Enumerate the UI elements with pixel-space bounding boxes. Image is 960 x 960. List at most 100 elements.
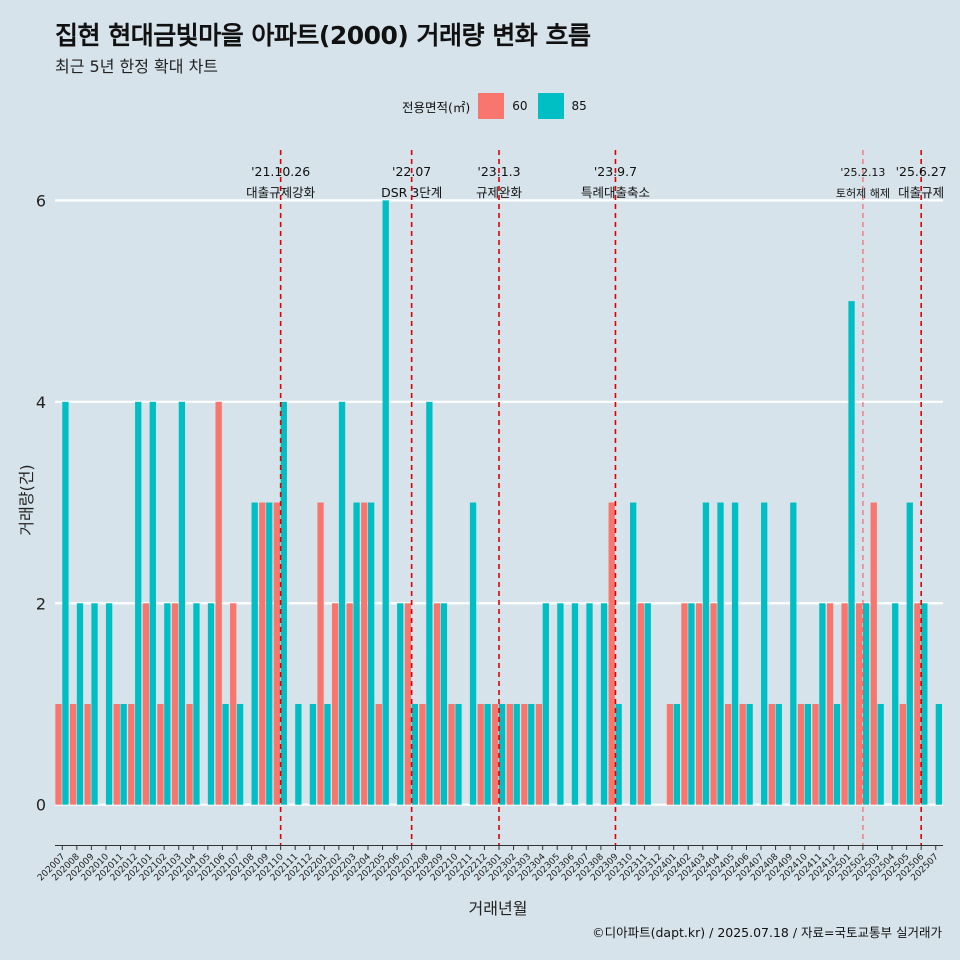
bar-202104-60 bbox=[186, 703, 193, 805]
bar-202011-85 bbox=[120, 703, 127, 805]
event-date-202309: '23.9.7 bbox=[594, 164, 637, 179]
bar-202403-85 bbox=[702, 502, 710, 805]
bar-202305-85 bbox=[557, 603, 564, 805]
bar-202306-85 bbox=[571, 603, 579, 805]
bar-202303-60 bbox=[521, 703, 528, 805]
bar-202209-85 bbox=[440, 603, 448, 805]
bar-202201-60 bbox=[317, 502, 324, 805]
bar-202204-85 bbox=[367, 502, 375, 805]
event-date-202301: '23.1.3 bbox=[477, 164, 520, 179]
legend-swatch-85 bbox=[537, 93, 564, 119]
bar-202506-60 bbox=[914, 603, 921, 805]
bar-202307-85 bbox=[586, 603, 593, 805]
bar-202304-85 bbox=[542, 603, 549, 805]
bar-202211-85 bbox=[469, 502, 477, 805]
bar-202101-60 bbox=[142, 603, 150, 805]
bar-202109-85 bbox=[266, 502, 273, 805]
bar-202105-85 bbox=[207, 603, 215, 805]
bar-202301-60 bbox=[492, 703, 499, 805]
bar-202011-60 bbox=[113, 703, 120, 805]
bar-202208-60 bbox=[419, 703, 426, 805]
bar-202404-85 bbox=[717, 502, 724, 805]
bar-202107-85 bbox=[236, 703, 244, 805]
axis-layer: 0246202007202008202009202010202011202012… bbox=[36, 191, 943, 883]
bar-202103-85 bbox=[178, 401, 186, 805]
bar-202104-85 bbox=[193, 603, 200, 805]
bar-202412-60 bbox=[826, 603, 834, 805]
bar-202410-60 bbox=[797, 703, 805, 805]
event-label-202110: 대출규제강화 bbox=[246, 185, 316, 200]
chart-subtitle: 최근 5년 한정 확대 차트 bbox=[55, 57, 219, 76]
bar-202412-85 bbox=[833, 703, 841, 805]
bar-202203-85 bbox=[353, 502, 360, 805]
bar-202401-60 bbox=[666, 703, 674, 805]
bar-202407-85 bbox=[761, 502, 768, 805]
event-label-202301: 규제완화 bbox=[476, 185, 523, 200]
bar-202212-85 bbox=[484, 703, 491, 805]
bar-202505-60 bbox=[899, 703, 907, 805]
bar-202502-85 bbox=[862, 603, 870, 805]
bar-202411-60 bbox=[812, 703, 819, 805]
bar-202409-85 bbox=[790, 502, 797, 805]
bar-202406-85 bbox=[746, 703, 753, 805]
bar-202410-85 bbox=[804, 703, 812, 805]
bar-202107-60 bbox=[230, 603, 237, 805]
bar-202106-60 bbox=[215, 401, 222, 805]
bar-202503-60 bbox=[870, 502, 877, 805]
bar-202204-60 bbox=[361, 502, 368, 805]
bar-202405-85 bbox=[731, 502, 739, 805]
bar-202009-85 bbox=[91, 603, 98, 805]
bar-202112-85 bbox=[309, 703, 317, 805]
bar-202503-85 bbox=[877, 703, 884, 805]
bar-202501-60 bbox=[841, 603, 848, 805]
bar-202309-60 bbox=[608, 502, 615, 805]
bar-202311-85 bbox=[644, 603, 651, 805]
bar-202212-60 bbox=[477, 703, 484, 805]
bar-202402-85 bbox=[688, 603, 695, 805]
legend: 전용면적(㎡) 60 85 bbox=[402, 93, 597, 119]
bar-202502-60 bbox=[856, 603, 863, 805]
event-date-202207: '22.07 bbox=[392, 164, 431, 179]
bar-202205-85 bbox=[382, 200, 389, 805]
bar-202012-60 bbox=[128, 703, 135, 805]
bar-202201-85 bbox=[324, 703, 331, 805]
bar-202008-85 bbox=[76, 603, 84, 805]
y-axis-title: 거래량(건) bbox=[17, 464, 36, 535]
bar-202506-85 bbox=[921, 603, 928, 805]
bar-202202-85 bbox=[338, 401, 346, 805]
bar-202106-85 bbox=[222, 703, 229, 805]
bar-202309-85 bbox=[615, 703, 622, 805]
bar-202302-60 bbox=[506, 703, 513, 805]
annotation-layer: '21.10.26 대출규제강화 '22.07 DSR 3단계 '23.1.3 규제완화 '… bbox=[246, 150, 947, 845]
bar-202507-85 bbox=[935, 703, 943, 805]
event-date-202502: '25.2.13 bbox=[840, 166, 885, 179]
legend-item-85: 85 bbox=[537, 93, 587, 119]
bar-202008-60 bbox=[69, 703, 77, 805]
event-date-202506: '25.6.27 bbox=[896, 164, 947, 179]
bar-202209-60 bbox=[433, 603, 441, 805]
bar-202405-60 bbox=[725, 703, 732, 805]
legend-label-85: 85 bbox=[571, 99, 587, 113]
bar-202501-85 bbox=[848, 301, 855, 805]
event-date-202110: '21.10.26 bbox=[251, 164, 310, 179]
bar-202408-85 bbox=[775, 703, 782, 805]
bar-202007-60 bbox=[55, 703, 62, 805]
bar-202101-85 bbox=[149, 401, 156, 805]
bar-202110-85 bbox=[280, 401, 287, 805]
bar-202505-85 bbox=[906, 502, 913, 805]
bar-202302-85 bbox=[513, 703, 520, 805]
bar-202401-85 bbox=[673, 703, 681, 805]
bar-202012-85 bbox=[135, 401, 142, 805]
bar-202210-60 bbox=[448, 703, 455, 805]
y-tick-label-6: 6 bbox=[36, 191, 46, 210]
bar-202205-60 bbox=[375, 703, 382, 805]
event-label-202506: 대출규제 bbox=[898, 185, 944, 200]
bar-202009-60 bbox=[84, 703, 91, 805]
y-tick-label-0: 0 bbox=[36, 796, 46, 815]
y-tick-label-2: 2 bbox=[36, 594, 46, 613]
bar-202406-60 bbox=[739, 703, 746, 805]
bar-202203-60 bbox=[346, 603, 353, 805]
bar-202411-85 bbox=[819, 603, 826, 805]
x-axis-title: 거래년월 bbox=[469, 899, 528, 918]
